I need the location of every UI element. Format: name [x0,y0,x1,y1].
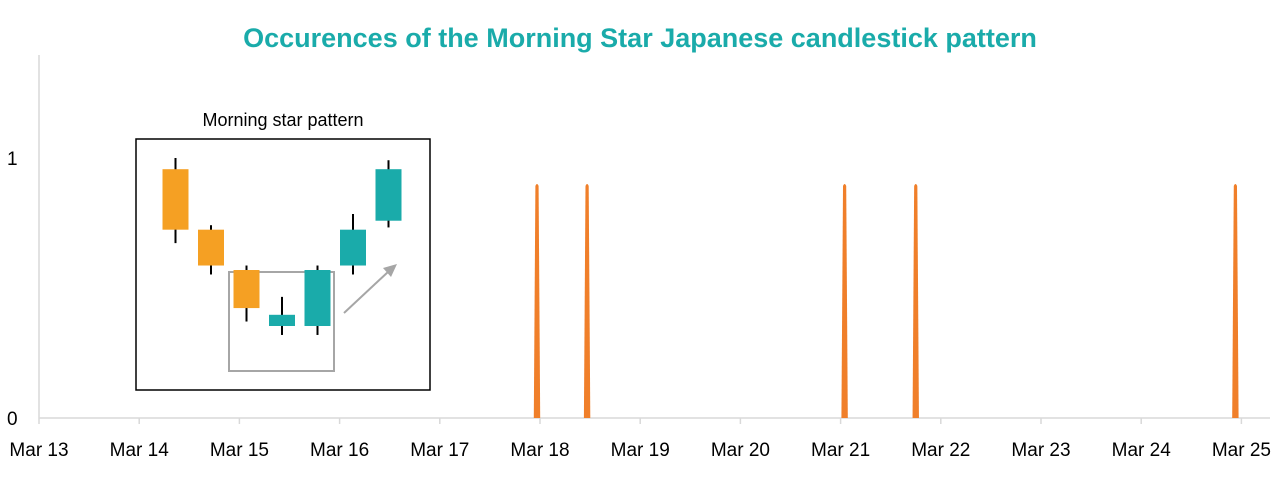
x-tick-label: Mar 23 [1011,440,1070,461]
occurrence-spike [1232,184,1239,418]
occurrence-spike [533,184,541,418]
bullish-candle [269,314,295,326]
morning-star-inset: Morning star pattern [135,110,431,391]
bullish-candle [340,229,366,266]
y-tick-label: 1 [7,149,18,170]
x-tick-label: Mar 16 [310,440,369,461]
bearish-candle [162,169,189,230]
trend-arrow [343,270,390,314]
x-tick-label: Mar 18 [510,440,569,461]
x-tick-labels: Mar 13 Mar 14 Mar 15 Mar 16 Mar 17 Mar 18 Mar … [9,418,1271,461]
bullish-candle [375,169,402,221]
x-tick-label: Mar 17 [410,440,469,461]
x-tick-label: Mar 15 [210,440,269,461]
x-tick-label: Mar 20 [711,440,770,461]
x-tick-label: Mar 25 [1212,440,1271,461]
x-tick-label: Mar 21 [811,440,870,461]
chart-title: Occurences of the Morning Star Japanese … [243,23,1037,53]
occurrence-series [533,184,1239,418]
x-tick-label: Mar 22 [911,440,970,461]
bearish-candle [198,229,224,266]
bullish-candle [304,270,331,326]
inset-title: Morning star pattern [202,110,363,130]
y-tick-label: 0 [7,409,18,430]
occurrence-spike [912,184,919,418]
x-tick-label: Mar 24 [1112,440,1172,461]
trend-arrowhead [383,264,397,277]
x-tick-label: Mar 19 [611,440,670,461]
occurrence-spike [841,184,848,418]
candles [162,158,402,335]
highlight-box [228,271,335,372]
y-tick-labels: 01 [7,149,18,430]
x-tick-label: Mar 14 [110,440,170,461]
bearish-candle [233,270,260,309]
x-tick-label: Mar 13 [9,440,68,461]
occurrence-spike [583,184,591,418]
